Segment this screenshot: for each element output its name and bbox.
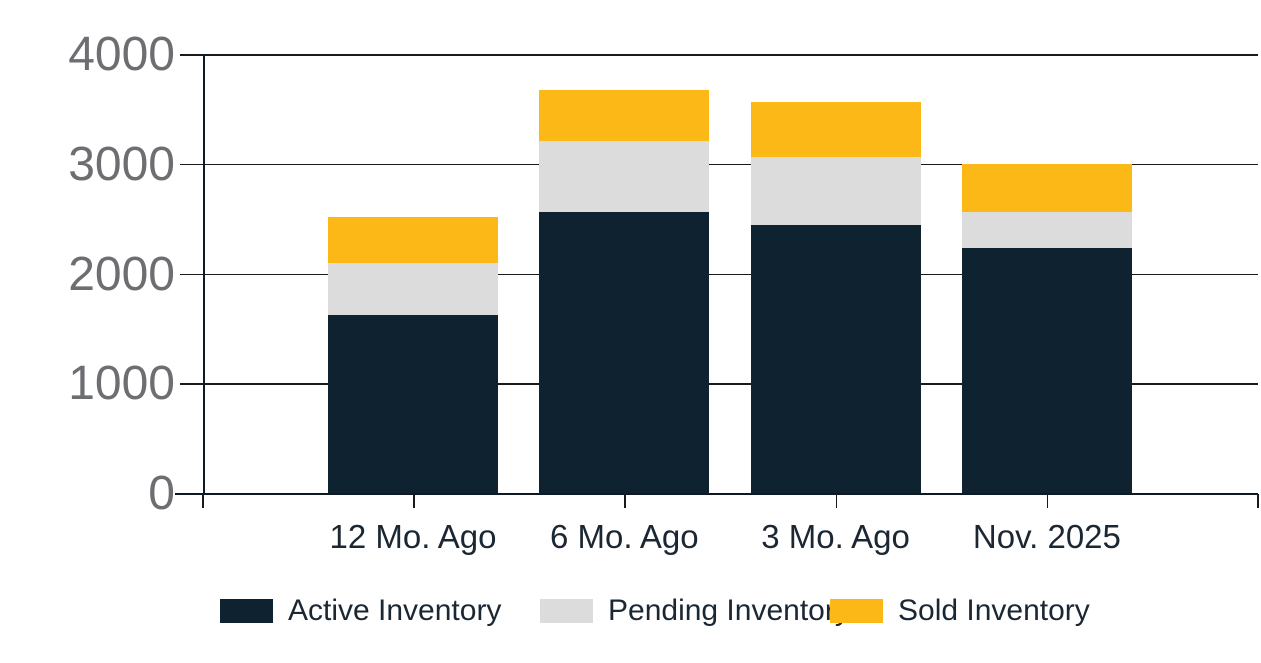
x-category-label-3: Nov. 2025 — [972, 518, 1121, 555]
bar-segment-sold-inventory — [750, 102, 921, 158]
bar-segment-pending-inventory — [539, 140, 710, 213]
gridline-4000 — [203, 54, 1258, 56]
bar-segment-pending-inventory — [961, 211, 1132, 249]
x-axis-corner-tick-0 — [202, 494, 204, 508]
legend-item-active-inventory: Active Inventory — [220, 596, 501, 626]
y-tick-label-3000: 3000 — [68, 137, 175, 191]
x-tick-2 — [835, 494, 838, 508]
legend-label-active-inventory: Active Inventory — [288, 594, 502, 627]
y-tick-label-1000: 1000 — [68, 357, 175, 411]
bar-segment-sold-inventory — [328, 217, 498, 264]
legend-swatch-sold-inventory — [830, 599, 883, 623]
chart-legend: Active Inventory Pending Inventory Sold In… — [0, 596, 1261, 630]
x-tick-0 — [413, 494, 415, 508]
x-axis-corner-tick-1 — [1257, 494, 1259, 508]
legend-item-pending-inventory: Pending Inventory — [540, 596, 850, 626]
y-tick-label-0: 0 — [148, 467, 175, 520]
y-tick-label-4000: 4000 — [68, 28, 175, 81]
legend-item-sold-inventory: Sold Inventory — [830, 596, 1090, 626]
bar-segment-sold-inventory — [961, 163, 1132, 212]
bar-6-mo-ago — [539, 90, 710, 493]
gridline-1000 — [203, 383, 1258, 385]
bar-segment-active-inventory — [750, 225, 921, 493]
y-axis-line — [203, 54, 205, 494]
x-category-label-2: 3 Mo. Ago — [761, 518, 910, 555]
bar-segment-pending-inventory — [750, 157, 921, 226]
bar-segment-active-inventory — [539, 212, 710, 493]
y-tick-3000 — [180, 163, 203, 166]
legend-swatch-pending-inventory — [540, 599, 593, 623]
x-axis-line — [175, 492, 1258, 495]
bar-segment-pending-inventory — [328, 263, 498, 316]
x-category-label-1: 6 Mo. Ago — [549, 518, 699, 555]
y-tick-1000 — [180, 383, 203, 385]
y-tick-label-2000: 2000 — [68, 247, 175, 301]
bar-segment-active-inventory — [961, 248, 1132, 493]
x-category-label-0: 12 Mo. Ago — [329, 518, 497, 555]
bar-segment-sold-inventory — [539, 90, 710, 141]
bar-3-mo-ago — [750, 102, 921, 493]
legend-label-pending-inventory: Pending Inventory — [608, 594, 850, 627]
legend-swatch-active-inventory — [220, 599, 273, 623]
gridline-2000 — [203, 273, 1258, 275]
bar-segment-active-inventory — [328, 315, 498, 493]
bar-nov-2025 — [961, 163, 1132, 493]
y-tick-2000 — [180, 273, 203, 275]
bar-12-mo-ago — [328, 217, 498, 493]
x-tick-3 — [1046, 494, 1049, 508]
legend-label-sold-inventory: Sold Inventory — [898, 594, 1090, 627]
gridline-3000 — [203, 163, 1258, 166]
plot-area — [203, 54, 1258, 493]
y-tick-4000 — [180, 54, 203, 56]
x-tick-1 — [624, 494, 626, 508]
